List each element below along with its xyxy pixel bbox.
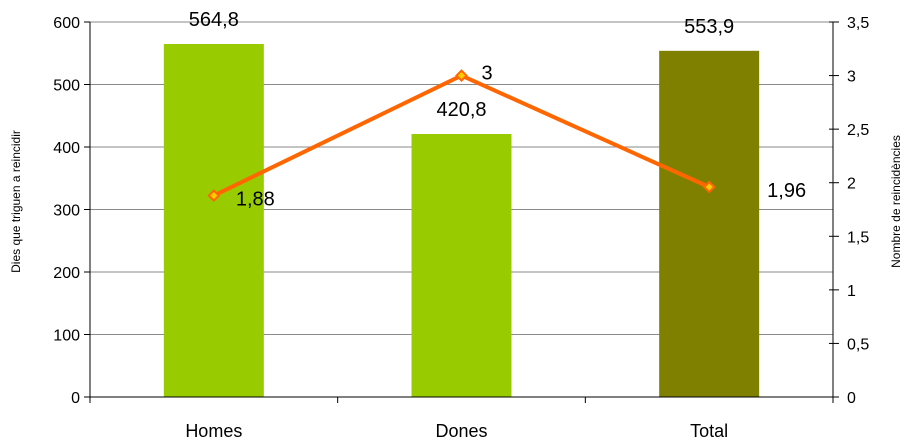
bar-value-label: 553,9 [684,16,734,38]
y-tick-label: 500 [53,78,80,95]
x-tick-label: Total [690,421,728,441]
line-value-label: 1,88 [236,189,275,211]
y-tick-label: 600 [53,15,80,32]
y-tick-label: 300 [53,203,80,220]
y-tick-label: 0 [71,390,80,407]
y2-tick-label: 3,5 [847,15,869,32]
line-marker [455,69,468,82]
line-series [207,69,716,202]
x-tick-label: Dones [435,421,487,441]
labels: 564,8 420,8 553,9 1,88 3 1,96 [189,9,806,211]
x-tick-label: Homes [185,421,242,441]
bar-dones [411,134,512,397]
y2-tick-label: 0,5 [847,336,869,353]
bar-value-label: 420,8 [436,99,486,121]
y-axis-title: Dies que triguen a reincidir [9,130,23,273]
y2-tick-label: 1,5 [847,229,869,246]
line-value-label: 3 [482,63,493,85]
y2-tick-label: 2,5 [847,122,869,139]
y2-tick-label: 3 [847,69,856,86]
bar-homes [163,44,264,397]
y2-tick-label: 2 [847,176,856,193]
y-tick-label: 100 [53,328,80,345]
y2-tick-label: 0 [847,390,856,407]
axes: 0 100 200 300 400 500 600 0 0,5 1 1,5 2 2,5 3 3,5 Homes… [53,15,869,441]
line-value-label: 1,96 [767,180,806,202]
line-marker [702,180,716,194]
line-marker [207,189,221,202]
y-tick-label: 200 [53,265,80,282]
y2-tick-label: 1 [847,283,856,300]
bar-total [659,50,760,397]
bars [163,44,760,397]
y-tick-label: 400 [53,140,80,157]
y2-axis-title: Nombre de reincidències [889,135,903,268]
bar-value-label: 564,8 [189,9,239,31]
